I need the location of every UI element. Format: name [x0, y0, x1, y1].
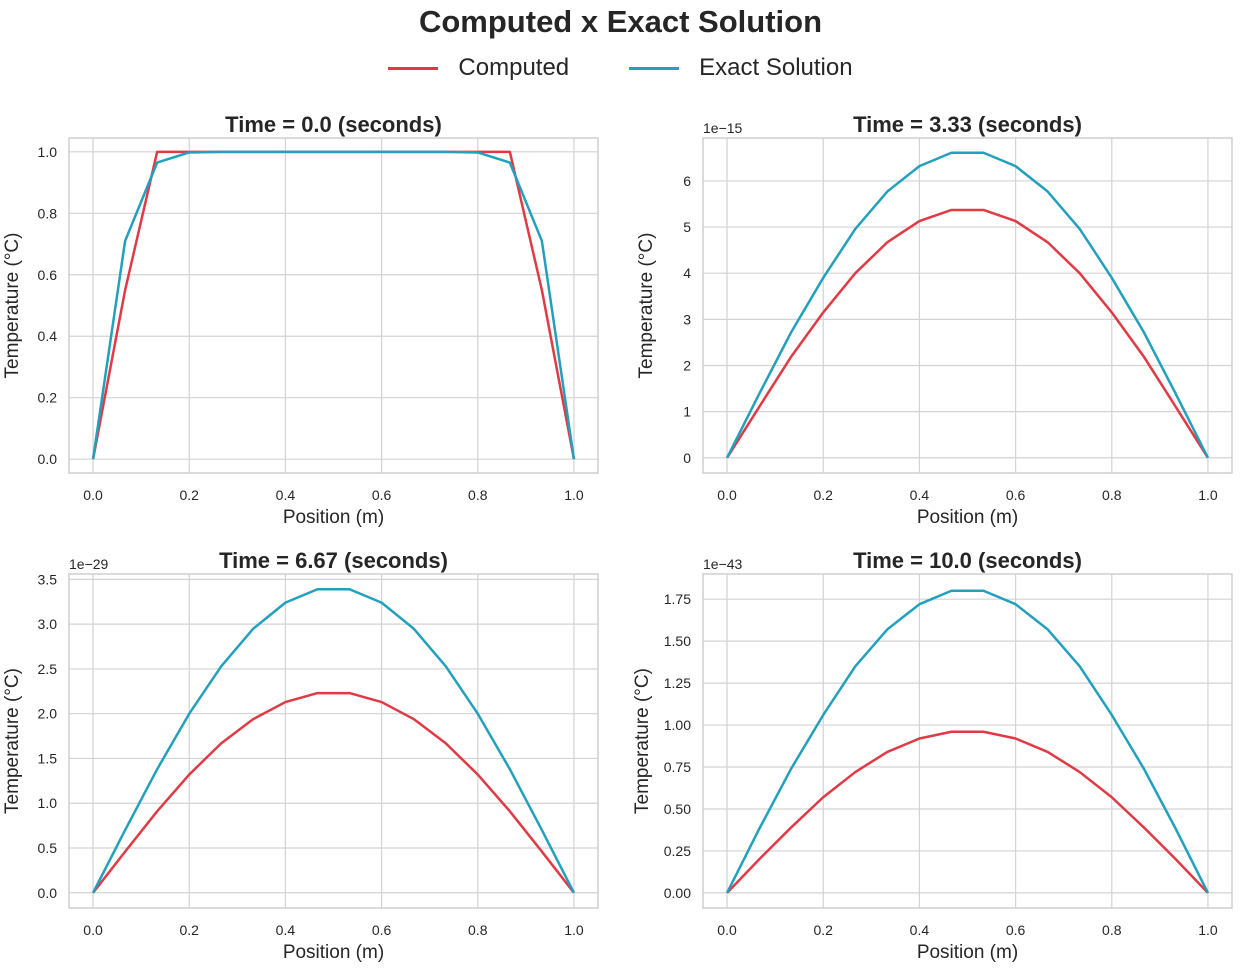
subplot-3: 0.0 0.2 0.4 0.6 0.8 1.0 0.0 0.5 1.0 1.5 2.0 2.5 3.0 3…	[2, 548, 599, 963]
computed-line	[725, 208, 1210, 459]
x-tick-label: 0.2	[813, 487, 833, 503]
legend-label-exact: Exact Solution	[699, 54, 853, 81]
x-tick-label: 0.4	[276, 922, 296, 938]
y-tick-label: 3	[683, 311, 691, 327]
y-tick-label: 3.0	[38, 616, 58, 632]
y-offset-text: 1e−29	[69, 556, 109, 572]
x-tick-label: 0.8	[468, 922, 488, 938]
axes-frame	[68, 137, 599, 474]
y-axis-label: Temperature (°C)	[632, 668, 653, 814]
x-tick-label: 0.0	[83, 487, 103, 503]
x-tick-label: 0.6	[1006, 487, 1026, 503]
y-tick-label: 0.50	[664, 801, 691, 817]
legend-swatch-exact	[629, 66, 680, 70]
x-tick-label: 0.6	[372, 922, 392, 938]
legend-label-computed: Computed	[458, 54, 570, 81]
subplot-title: Time = 3.33 (seconds)	[853, 112, 1082, 137]
subplot-title: Time = 10.0 (seconds)	[853, 548, 1082, 573]
computed-line	[91, 150, 576, 460]
x-axis-label: Position (m)	[283, 507, 384, 528]
y-offset-text: 1e−15	[703, 120, 743, 136]
y-tick-label: 0.5	[38, 840, 58, 856]
subplot-2: 0.0 0.2 0.4 0.6 0.8 1.0 0 1 2 3 4 5 6 1e−15 Time = 3.3…	[636, 112, 1233, 528]
y-tick-label: 4	[683, 265, 691, 281]
y-tick-label: 0	[683, 450, 691, 466]
x-tick-label: 0.0	[717, 487, 737, 503]
y-tick-label: 1	[683, 404, 691, 420]
exact-solution-line	[725, 589, 1210, 894]
x-tick-label: 0.2	[813, 922, 833, 938]
x-tick-label: 0.8	[1102, 922, 1122, 938]
exact-solution-line	[91, 587, 576, 894]
subplot-1: 0.0 0.2 0.4 0.6 0.8 1.0 0.0 0.2 0.4 0.6 0.8 1.0 Time…	[2, 112, 599, 528]
x-tick-label: 0.6	[372, 487, 392, 503]
axes-frame	[68, 573, 599, 909]
y-tick-label: 0.75	[664, 759, 691, 775]
x-tick-label: 0.4	[910, 487, 930, 503]
legend: Computed Exact Solution	[0, 54, 1241, 82]
y-tick-label: 0.4	[38, 328, 58, 344]
x-tick-label: 0.8	[468, 487, 488, 503]
subplot-4: 0.0 0.2 0.4 0.6 0.8 1.0 0.00 0.25 0.50 0.75 1.00 1.…	[632, 548, 1233, 963]
x-tick-label: 1.0	[1198, 487, 1218, 503]
y-axis-label: Temperature (°C)	[2, 233, 23, 379]
y-tick-label: 2.0	[38, 706, 58, 722]
exact-solution-line	[725, 151, 1210, 459]
x-tick-label: 1.0	[564, 922, 584, 938]
legend-swatch-computed	[388, 66, 439, 70]
subplot-title: Time = 0.0 (seconds)	[225, 112, 442, 137]
x-axis-label: Position (m)	[283, 942, 384, 963]
y-tick-label: 0.25	[664, 843, 691, 859]
x-tick-label: 0.6	[1006, 922, 1026, 938]
computed-line	[726, 730, 1209, 894]
x-tick-label: 0.2	[179, 922, 199, 938]
y-tick-label: 6	[683, 173, 691, 189]
y-tick-label: 2.5	[38, 661, 58, 677]
y-axis-label: Temperature (°C)	[2, 668, 23, 814]
y-tick-label: 3.5	[38, 571, 58, 587]
y-axis-label: Temperature (°C)	[636, 233, 657, 379]
y-tick-label: 0.6	[38, 267, 58, 283]
y-tick-label: 0.0	[38, 451, 58, 467]
y-offset-text: 1e−43	[703, 556, 743, 572]
y-tick-label: 1.75	[664, 591, 691, 607]
x-axis-label: Position (m)	[917, 507, 1018, 528]
x-tick-label: 0.0	[83, 922, 103, 938]
x-tick-label: 0.4	[910, 922, 930, 938]
computed-line	[92, 691, 575, 894]
y-tick-label: 1.0	[38, 795, 58, 811]
y-tick-label: 1.0	[38, 144, 58, 160]
y-tick-label: 5	[683, 219, 691, 235]
x-axis-label: Position (m)	[917, 942, 1018, 963]
x-tick-label: 0.4	[276, 487, 296, 503]
exact-solution-line	[91, 150, 576, 460]
x-tick-label: 1.0	[1198, 922, 1218, 938]
subplot-title: Time = 6.67 (seconds)	[219, 548, 448, 573]
y-tick-label: 1.50	[664, 633, 691, 649]
y-tick-label: 1.00	[664, 717, 691, 733]
y-tick-label: 1.25	[664, 675, 691, 691]
y-tick-label: 0.2	[38, 390, 58, 406]
legend-entry-exact: Exact Solution	[629, 54, 853, 82]
axes-frame	[702, 137, 1233, 474]
y-tick-label: 0.8	[38, 205, 58, 221]
y-tick-label: 2	[683, 357, 691, 373]
x-tick-label: 0.0	[717, 922, 737, 938]
legend-entry-computed: Computed	[388, 54, 569, 82]
axes-frame	[702, 573, 1233, 909]
y-tick-label: 0.0	[38, 885, 58, 901]
x-tick-label: 1.0	[564, 487, 584, 503]
y-tick-label: 0.00	[664, 885, 691, 901]
figure-title: Computed x Exact Solution	[418, 4, 823, 39]
y-tick-label: 1.5	[38, 750, 58, 766]
x-tick-label: 0.2	[179, 487, 199, 503]
x-tick-label: 0.8	[1102, 487, 1122, 503]
